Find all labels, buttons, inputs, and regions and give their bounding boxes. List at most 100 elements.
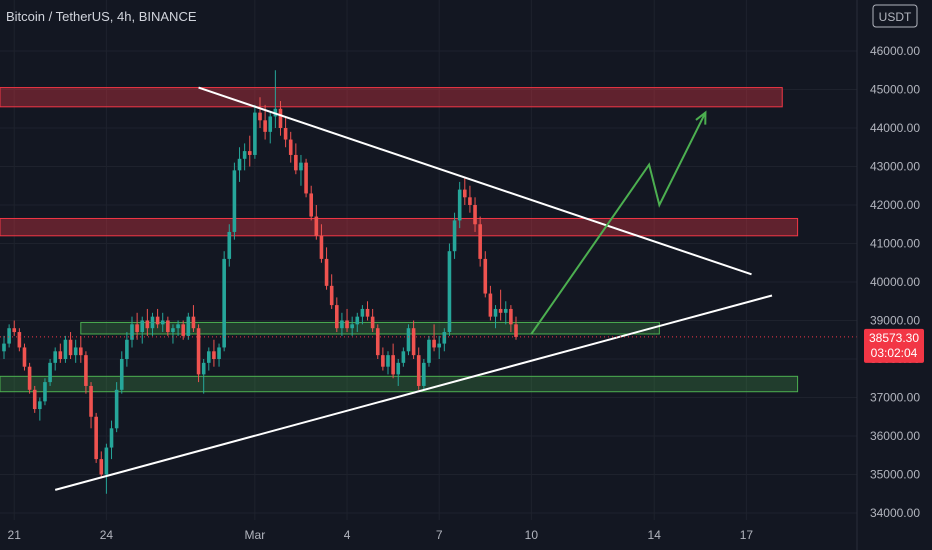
candle-body — [406, 328, 411, 352]
time-axis-labels: 21 24 Mar 4 7 10 14 17 — [8, 528, 754, 542]
candle — [329, 274, 334, 309]
candle-body — [375, 328, 380, 356]
candle — [427, 335, 431, 367]
candle — [94, 412, 98, 463]
candle — [391, 343, 395, 379]
candle-body — [381, 355, 385, 367]
candle-body — [176, 324, 180, 329]
candle — [176, 320, 180, 336]
candle — [150, 312, 155, 336]
candle-body — [12, 328, 17, 333]
candle — [268, 112, 273, 144]
price-tick-label: 44000.00 — [870, 121, 920, 135]
support-zone-upper — [80, 321, 660, 335]
candle-body — [452, 220, 457, 252]
candle-body — [253, 112, 257, 155]
candle — [43, 378, 47, 406]
candle-body — [503, 308, 508, 313]
candle-body — [416, 355, 421, 386]
candle-body — [27, 366, 32, 390]
candle — [483, 251, 488, 298]
candle — [2, 335, 6, 359]
candle — [365, 301, 370, 321]
currency-label: USDT — [879, 10, 912, 24]
candle-body — [258, 112, 262, 121]
candle — [442, 328, 447, 352]
candle-body — [68, 339, 73, 356]
candle-body — [53, 351, 57, 363]
candle — [181, 320, 185, 340]
candle-body — [212, 351, 216, 359]
candle-body — [365, 308, 370, 317]
candle-body — [442, 332, 447, 344]
time-tick-label: 24 — [100, 528, 114, 542]
candle — [27, 362, 32, 394]
candle — [196, 324, 201, 383]
candle-body — [340, 320, 344, 329]
candle — [130, 316, 134, 348]
candle — [258, 97, 262, 128]
resistance-zone-lower — [0, 217, 799, 237]
candle — [253, 104, 257, 159]
candle — [237, 147, 242, 182]
candle-body — [155, 316, 160, 325]
candle-body — [355, 316, 360, 325]
candle — [355, 312, 360, 333]
candle — [370, 308, 375, 333]
candle-body — [401, 351, 406, 363]
candle — [457, 181, 462, 229]
candle-body — [427, 339, 431, 363]
candle-body — [345, 320, 349, 329]
candle-body — [463, 189, 467, 198]
candle — [212, 339, 216, 367]
candle-body — [227, 231, 232, 259]
projection-arrow — [530, 110, 707, 335]
price-axis[interactable] — [857, 0, 932, 550]
candle — [294, 143, 298, 175]
candle-body — [7, 328, 11, 344]
candle — [396, 359, 401, 386]
candles — [2, 70, 518, 494]
candle — [278, 101, 283, 136]
candle — [319, 224, 324, 263]
candle — [201, 359, 206, 394]
time-tick-label: 14 — [648, 528, 662, 542]
candle — [463, 178, 467, 205]
price-tick-label: 35000.00 — [870, 468, 920, 482]
candle — [514, 316, 518, 340]
candle — [160, 312, 165, 333]
candle — [437, 335, 441, 359]
candle-body — [493, 308, 498, 317]
candle-body — [422, 362, 426, 386]
last-price-value: 38573.30 — [869, 331, 919, 345]
candle — [411, 320, 416, 359]
candle — [350, 316, 354, 336]
candle — [207, 347, 211, 371]
candle — [38, 397, 42, 421]
currency-badge[interactable]: USDT — [872, 4, 918, 28]
candle — [32, 385, 37, 413]
time-axis[interactable] — [0, 520, 857, 550]
candle-body — [309, 193, 313, 217]
candle — [53, 347, 57, 371]
candle — [186, 312, 191, 340]
zones — [0, 87, 799, 393]
candle — [84, 351, 88, 394]
candle — [7, 324, 11, 348]
candle — [99, 451, 104, 479]
candle-body — [191, 316, 196, 329]
candle-body — [437, 343, 441, 348]
candle-body — [135, 324, 139, 333]
resistance-zone-upper — [0, 87, 783, 108]
candle — [493, 305, 498, 329]
time-tick-label: 21 — [8, 528, 22, 542]
candle-body — [432, 339, 436, 348]
candle — [468, 185, 472, 213]
candle — [68, 332, 73, 359]
candle — [114, 382, 119, 433]
candle-body — [242, 151, 247, 159]
price-tick-label: 36000.00 — [870, 429, 920, 443]
candle — [119, 351, 124, 394]
candle-body — [73, 347, 78, 356]
